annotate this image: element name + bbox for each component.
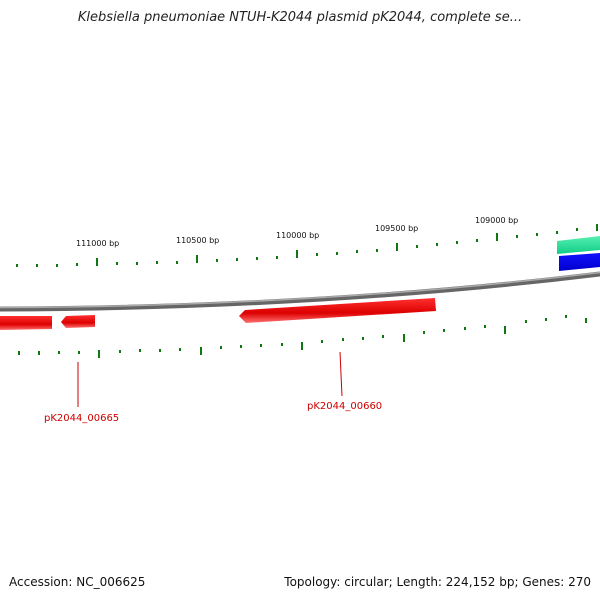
gene-arrow-pK2044-00665[interactable] bbox=[61, 315, 95, 328]
forward-strand-features[interactable] bbox=[557, 236, 600, 271]
ruler-labels: 111000 bp 110500 bp 110000 bp 109500 bp … bbox=[76, 216, 518, 248]
gene-label-pK2044-00660[interactable]: pK2044_00660 bbox=[307, 401, 382, 412]
ruler-label: 110500 bp bbox=[176, 236, 219, 245]
plasmid-backbone bbox=[0, 271, 600, 312]
ruler-label: 110000 bp bbox=[276, 231, 319, 240]
forward-feature-green[interactable] bbox=[557, 236, 600, 254]
reverse-strand-genes[interactable] bbox=[0, 298, 436, 330]
accession-info: Accession: NC_006625 bbox=[9, 575, 146, 589]
forward-feature-blue[interactable] bbox=[559, 253, 600, 271]
ruler-label: 109500 bp bbox=[375, 224, 418, 233]
lower-tick-ruler bbox=[18, 315, 587, 358]
ruler-label: 109000 bp bbox=[475, 216, 518, 225]
gene-label-leader bbox=[339, 351, 343, 397]
gene-arrow-pK2044-00660[interactable] bbox=[239, 298, 436, 323]
genome-stats: Topology: circular; Length: 224,152 bp; … bbox=[284, 575, 591, 589]
gene-arrow-offscreen[interactable] bbox=[0, 316, 52, 330]
ruler-label: 111000 bp bbox=[76, 239, 119, 248]
plasmid-backbone-highlight bbox=[0, 271, 600, 309]
upper-tick-ruler bbox=[16, 224, 598, 267]
gene-label-pK2044-00665[interactable]: pK2044_00665 bbox=[44, 413, 119, 424]
map-title: Klebsiella pneumoniae NTUH-K2044 plasmid… bbox=[77, 10, 523, 25]
